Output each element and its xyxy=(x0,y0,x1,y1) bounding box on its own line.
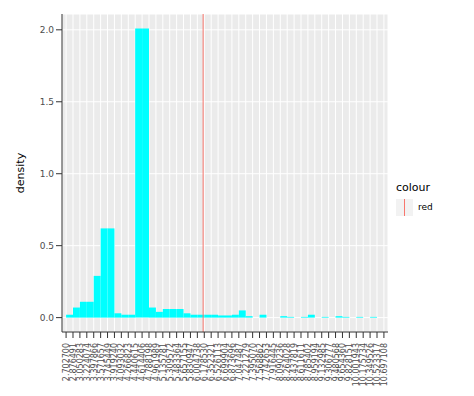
svg-text:10.349526: 10.349526 xyxy=(366,343,376,387)
svg-text:5.483364: 5.483364 xyxy=(172,343,182,382)
svg-text:3.919240: 3.919240 xyxy=(110,343,120,382)
svg-text:3.571657: 3.571657 xyxy=(96,343,106,382)
svg-text:4.266823: 4.266823 xyxy=(124,343,134,382)
svg-text:3.224074: 3.224074 xyxy=(82,343,92,382)
svg-text:2.702700: 2.702700 xyxy=(62,343,72,382)
svg-text:6.004738: 6.004738 xyxy=(193,343,203,382)
svg-text:8.264028: 8.264028 xyxy=(283,343,293,382)
svg-text:1.5: 1.5 xyxy=(40,97,54,107)
svg-text:8.437819: 8.437819 xyxy=(290,343,300,382)
svg-text:4.614406: 4.614406 xyxy=(138,343,148,382)
svg-text:0.0: 0.0 xyxy=(40,313,55,323)
svg-text:6.699904: 6.699904 xyxy=(221,343,230,382)
svg-text:9.828151: 9.828151 xyxy=(345,343,355,382)
svg-text:4.961989: 4.961989 xyxy=(151,343,161,382)
svg-text:10.523317: 10.523317 xyxy=(373,343,382,387)
svg-text:4.788198: 4.788198 xyxy=(145,343,154,382)
html-text:colour: colour xyxy=(396,180,431,194)
svg-text:6.526113: 6.526113 xyxy=(214,343,224,382)
svg-text:7.916445: 7.916445 xyxy=(269,343,279,382)
svg-text:7.395070: 7.395070 xyxy=(248,343,258,382)
svg-text:9.654360: 9.654360 xyxy=(338,343,348,382)
svg-text:4.440615: 4.440615 xyxy=(131,343,141,382)
svg-text:6.178530: 6.178530 xyxy=(200,343,210,382)
svg-text:0.5: 0.5 xyxy=(40,241,54,251)
svg-text:10.697108: 10.697108 xyxy=(380,343,389,386)
svg-text:5.309572: 5.309572 xyxy=(165,343,175,382)
svg-text:3.745449: 3.745449 xyxy=(103,343,113,382)
html-text:red: red xyxy=(418,202,433,212)
svg-text:6.873696: 6.873696 xyxy=(227,343,237,382)
svg-text:1.0: 1.0 xyxy=(40,169,55,179)
svg-text:5.657155: 5.657155 xyxy=(179,343,189,382)
svg-text:8.611611: 8.611611 xyxy=(297,343,306,382)
svg-text:5.135781: 5.135781 xyxy=(158,343,168,382)
svg-text:8.785402: 8.785402 xyxy=(303,343,313,382)
svg-text:9.480568: 9.480568 xyxy=(331,343,341,382)
svg-text:3.397866: 3.397866 xyxy=(89,343,99,382)
svg-text:density: density xyxy=(14,152,27,193)
svg-text:7.221279: 7.221279 xyxy=(241,343,251,382)
svg-text:8.090236: 8.090236 xyxy=(276,343,286,382)
svg-text:9.132985: 9.132985 xyxy=(317,343,327,382)
svg-text:5.830947: 5.830947 xyxy=(186,343,196,382)
svg-text:7.568862: 7.568862 xyxy=(255,343,265,382)
svg-text:7.742653: 7.742653 xyxy=(262,343,272,382)
svg-text:6.352321: 6.352321 xyxy=(207,343,217,382)
svg-text:7.047487: 7.047487 xyxy=(234,343,244,382)
svg-text:3.050283: 3.050283 xyxy=(75,343,85,382)
svg-text:4.093032: 4.093032 xyxy=(117,343,127,382)
svg-text:10.175734: 10.175734 xyxy=(359,343,369,387)
svg-text:2.0: 2.0 xyxy=(40,25,55,35)
svg-text:9.306777: 9.306777 xyxy=(324,343,334,382)
svg-text:2.876491: 2.876491 xyxy=(69,343,78,382)
svg-text:8.959194: 8.959194 xyxy=(310,343,320,382)
svg-text:10.001943: 10.001943 xyxy=(352,343,362,387)
